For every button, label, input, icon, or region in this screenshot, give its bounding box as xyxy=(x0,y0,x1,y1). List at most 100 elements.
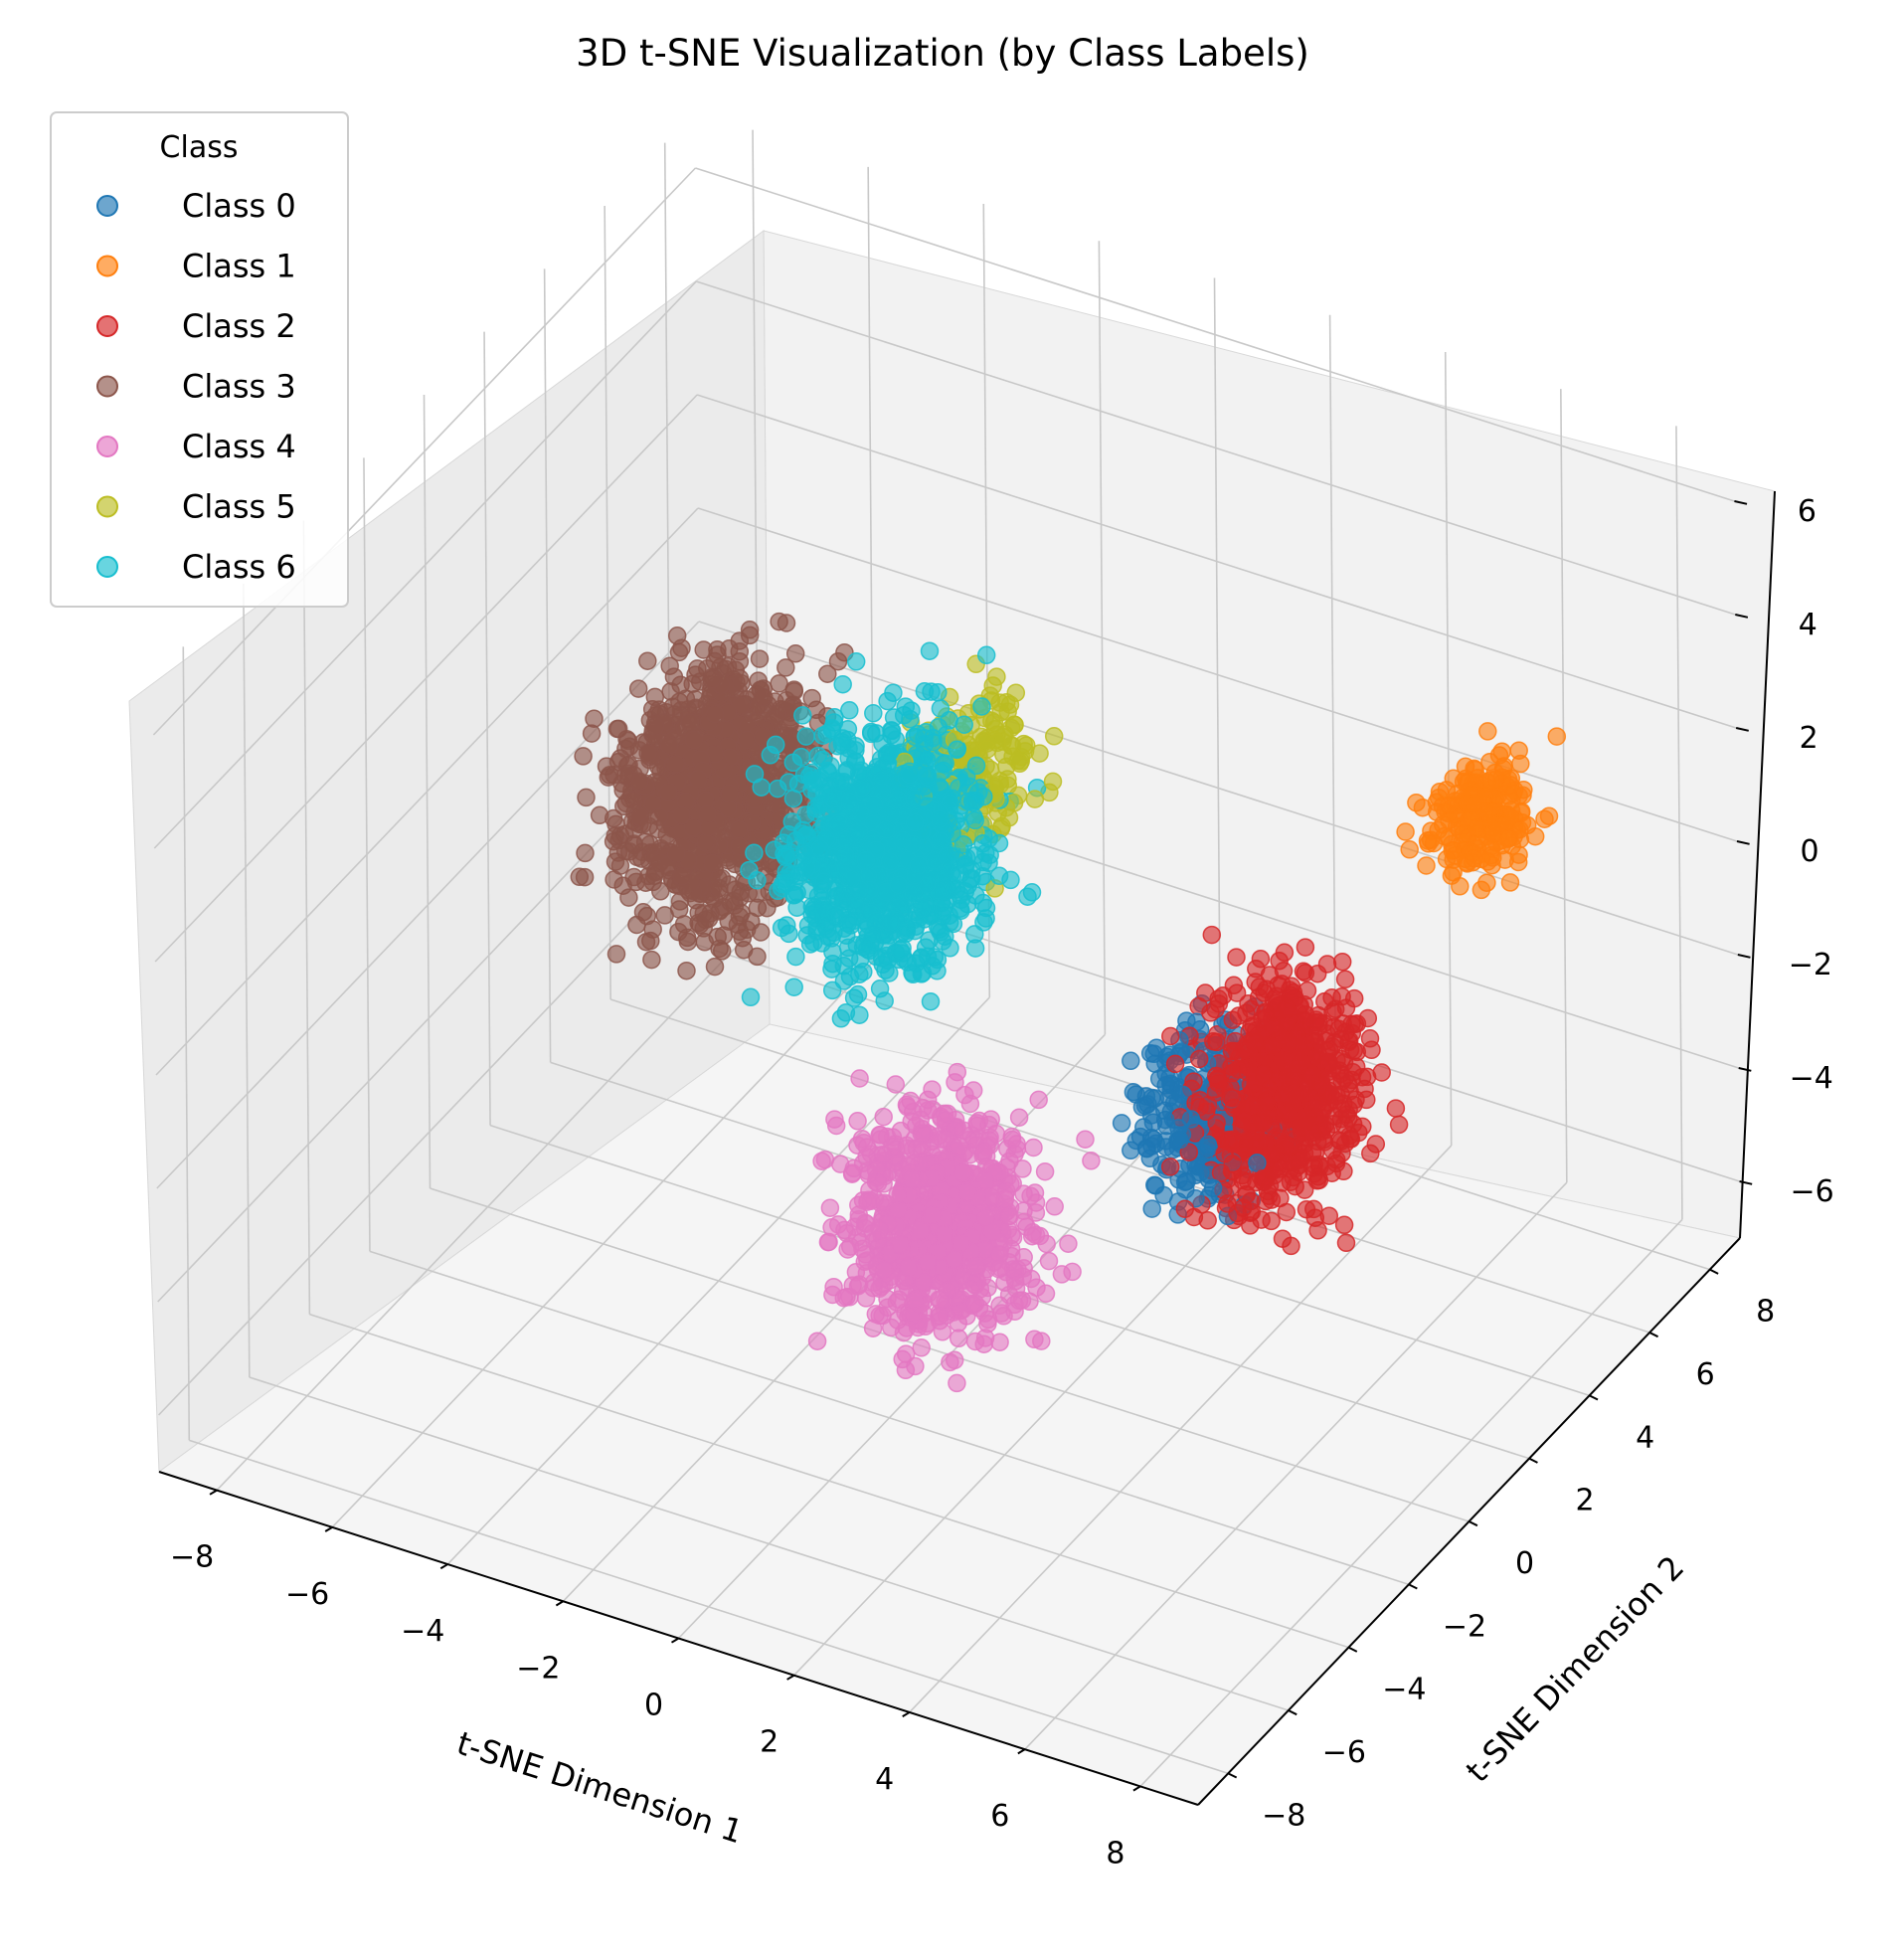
legend-label-class-1: Class 1 xyxy=(182,248,296,285)
scatter-point-class-2 xyxy=(1332,986,1351,1006)
floor-gridline-y xyxy=(189,1439,1229,1775)
scatter-point-class-6 xyxy=(931,831,950,851)
scatter-point-class-2 xyxy=(1262,1036,1282,1056)
scatter-point-class-4 xyxy=(889,1290,909,1310)
scatter-point-class-2 xyxy=(1215,1144,1234,1163)
scatter-point-class-2 xyxy=(1278,1035,1297,1054)
x-axis-tick-label: 8 xyxy=(1106,1836,1124,1871)
scatter-point-class-3 xyxy=(734,940,754,960)
scatter-point-class-4 xyxy=(807,1332,827,1350)
scatter-point-class-6 xyxy=(761,746,780,765)
scatter-point-class-2 xyxy=(1297,980,1317,1000)
scatter-point-class-3 xyxy=(669,900,689,919)
scatter-point-class-5 xyxy=(982,711,1001,731)
scatter-point-class-2 xyxy=(1286,1176,1304,1196)
scatter-point-class-3 xyxy=(728,915,748,935)
scatter-point-class-4 xyxy=(1082,1152,1101,1170)
x-axis-tick-label: 6 xyxy=(990,1799,1009,1834)
scatter-point-class-0 xyxy=(1142,1199,1161,1218)
scatter-point-class-0 xyxy=(1181,1110,1201,1129)
scatter-point-class-2 xyxy=(1334,1215,1354,1235)
scatter-point-class-3 xyxy=(575,867,595,887)
scatter-point-class-2 xyxy=(1223,1010,1243,1029)
scatter-point-class-6 xyxy=(793,706,812,725)
scatter-point-class-4 xyxy=(863,1223,882,1243)
scatter-point-class-6 xyxy=(880,964,899,982)
scatter-point-class-1 xyxy=(1478,722,1497,741)
scatter-point-class-0 xyxy=(1122,1051,1140,1071)
left-gridline-z xyxy=(155,507,699,1076)
scatter-point-class-3 xyxy=(642,950,661,970)
scatter-point-class-3 xyxy=(712,942,732,961)
back-gridline-z xyxy=(696,394,1737,729)
back-gridline-z xyxy=(696,280,1736,616)
scatter-point-class-2 xyxy=(1338,1074,1358,1093)
scatter-point-class-2 xyxy=(1165,1054,1185,1074)
scatter-point-class-0 xyxy=(1190,1162,1210,1182)
scatter-point-class-1 xyxy=(1467,818,1486,837)
scatter-point-class-4 xyxy=(911,1221,931,1240)
scatter-point-class-3 xyxy=(577,788,596,807)
scatter-point-class-4 xyxy=(874,1260,894,1280)
scatter-point-class-0 xyxy=(1175,1172,1195,1191)
y-axis-tick-label: 4 xyxy=(1636,1420,1654,1455)
scatter-point-class-4 xyxy=(905,1290,925,1310)
scatter-point-class-2 xyxy=(1218,1194,1237,1213)
scatter-point-class-3 xyxy=(777,658,795,677)
scatter-point-class-4 xyxy=(1029,1090,1048,1110)
scatter-point-class-1 xyxy=(1417,856,1436,875)
scatter-point-class-3 xyxy=(719,799,738,818)
scatter-point-class-4 xyxy=(912,1338,931,1357)
scatter-point-class-2 xyxy=(1296,938,1315,957)
scatter-point-class-3 xyxy=(615,766,635,786)
scatter-point-class-0 xyxy=(1154,1185,1173,1205)
scatter-point-class-3 xyxy=(627,847,647,867)
scatter-point-class-3 xyxy=(680,713,700,732)
scatter-point-class-4 xyxy=(891,1121,911,1141)
scatter-point-class-2 xyxy=(1296,964,1315,982)
scatter-point-class-6 xyxy=(880,852,900,871)
scatter-point-class-4 xyxy=(1052,1265,1072,1284)
scatter-point-class-3 xyxy=(649,807,669,826)
scatter-point-class-4 xyxy=(830,1155,850,1173)
z-axis-tick-label: 6 xyxy=(1798,494,1816,529)
scatter-point-class-1 xyxy=(1407,793,1426,812)
scatter-point-class-4 xyxy=(902,1169,922,1189)
scatter-point-class-3 xyxy=(703,853,722,873)
scatter-point-class-3 xyxy=(737,730,757,750)
floor-gridline-y xyxy=(369,1250,1410,1586)
scatter-point-class-3 xyxy=(702,669,721,689)
y-axis-tick-label: 2 xyxy=(1576,1484,1595,1518)
scatter-point-class-0 xyxy=(1170,1130,1189,1150)
scatter-point-class-3 xyxy=(606,945,626,964)
scatter-point-class-6 xyxy=(974,913,993,932)
scatter-point-class-6 xyxy=(888,791,908,809)
scatter-point-class-3 xyxy=(604,808,623,828)
scatter-point-class-6 xyxy=(831,1009,851,1028)
scatter-point-class-0 xyxy=(1198,1135,1218,1155)
scatter-point-class-2 xyxy=(1238,1062,1258,1082)
y-axis-tick-label: −8 xyxy=(1262,1798,1305,1833)
scatter-point-class-2 xyxy=(1289,1058,1308,1077)
scatter-point-class-2 xyxy=(1340,1040,1360,1059)
legend-label-class-4: Class 4 xyxy=(182,428,296,465)
scatter-point-class-5 xyxy=(1043,772,1063,792)
scatter-point-class-4 xyxy=(888,1185,907,1204)
scatter-point-class-4 xyxy=(838,1240,857,1259)
scatter-point-class-1 xyxy=(1500,873,1520,892)
scatter-point-class-4 xyxy=(966,1257,985,1276)
scatter-point-class-2 xyxy=(1226,1031,1245,1051)
z-axis-tick-label: −6 xyxy=(1790,1174,1833,1209)
scatter-point-class-3 xyxy=(750,649,770,668)
x-axis-tick-mark xyxy=(1132,1785,1141,1792)
x-axis-tick-mark xyxy=(555,1600,564,1607)
scatter-point-class-3 xyxy=(666,755,685,774)
scatter-point-class-6 xyxy=(976,843,995,863)
scatter-point-class-3 xyxy=(732,673,751,693)
scatter-point-class-1 xyxy=(1511,754,1530,774)
scatter-point-class-4 xyxy=(923,1205,943,1224)
scatter-point-class-2 xyxy=(1202,925,1222,945)
scatter-point-class-0 xyxy=(1137,1139,1156,1158)
left-gridline-z xyxy=(157,847,702,1416)
scatter-point-class-6 xyxy=(841,869,861,889)
